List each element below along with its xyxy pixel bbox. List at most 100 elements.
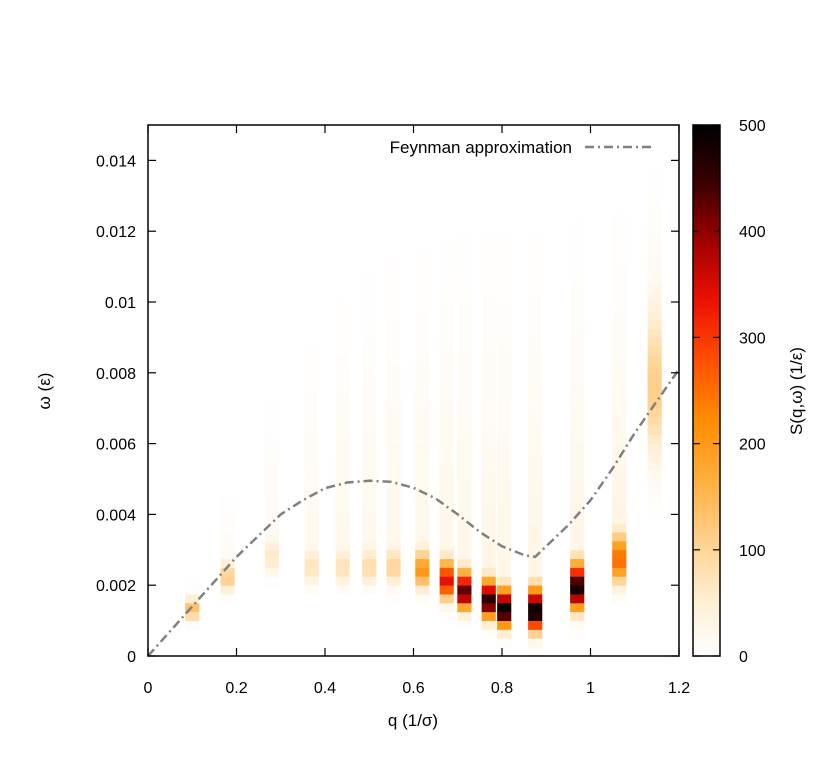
heatmap-cell bbox=[570, 523, 585, 533]
heatmap-cell bbox=[415, 523, 430, 533]
heatmap-column bbox=[647, 169, 662, 515]
heatmap-cell bbox=[415, 257, 430, 267]
heatmap-cell bbox=[570, 585, 585, 595]
heatmap-cell bbox=[304, 487, 319, 498]
heatmap-cell bbox=[497, 346, 512, 356]
heatmap-cell bbox=[439, 514, 454, 524]
heatmap-cell bbox=[497, 540, 512, 551]
heatmap-cell bbox=[386, 470, 401, 480]
heatmap-cell bbox=[647, 355, 662, 365]
heatmap-cell bbox=[457, 594, 472, 604]
heatmap-cell bbox=[415, 346, 430, 356]
heatmap-cell bbox=[362, 487, 377, 498]
heatmap-cell bbox=[647, 204, 662, 214]
heatmap-cell bbox=[612, 505, 627, 515]
heatmap-cell bbox=[481, 337, 496, 347]
heatmap-cell bbox=[386, 319, 401, 329]
heatmap-cell bbox=[647, 496, 662, 506]
heatmap-cell bbox=[335, 576, 350, 586]
heatmap-cell bbox=[457, 381, 472, 391]
heatmap-cell bbox=[304, 549, 319, 560]
heatmap-cell bbox=[220, 505, 235, 515]
colorbar bbox=[692, 124, 721, 657]
heatmap-cell bbox=[647, 186, 662, 197]
heatmap-cell bbox=[497, 479, 512, 489]
heatmap-cell bbox=[497, 231, 512, 241]
heatmap-cell bbox=[570, 479, 585, 489]
heatmap-cell bbox=[457, 408, 472, 418]
heatmap-cell bbox=[439, 594, 454, 604]
heatmap-cell bbox=[497, 496, 512, 506]
heatmap-cell bbox=[362, 417, 377, 427]
heatmap-cell bbox=[481, 390, 496, 400]
heatmap-cell bbox=[304, 399, 319, 409]
heatmap-cell bbox=[415, 594, 430, 604]
heatmap-cell bbox=[570, 487, 585, 498]
heatmap-cell bbox=[612, 461, 627, 471]
heatmap-cell bbox=[304, 461, 319, 471]
heatmap-cell bbox=[362, 443, 377, 453]
heatmap-cell bbox=[612, 222, 627, 232]
heatmap-cell bbox=[570, 231, 585, 241]
heatmap-cell bbox=[335, 417, 350, 427]
heatmap-cell bbox=[264, 487, 279, 498]
heatmap-cell bbox=[528, 479, 543, 489]
legend-label: Feynman approximation bbox=[390, 138, 572, 157]
y-axis-label: ω (ε) bbox=[35, 373, 54, 410]
heatmap-cell bbox=[415, 549, 430, 560]
heatmap-cell bbox=[570, 496, 585, 506]
heatmap-cell bbox=[457, 231, 472, 241]
heatmap-cell bbox=[335, 328, 350, 338]
heatmap-cell bbox=[570, 629, 585, 639]
heatmap-cell bbox=[570, 594, 585, 604]
heatmap-cell bbox=[335, 514, 350, 524]
heatmap-cell bbox=[570, 328, 585, 338]
heatmap-cell bbox=[647, 328, 662, 338]
heatmap-cell bbox=[497, 576, 512, 586]
heatmap-cell bbox=[386, 567, 401, 577]
heatmap-cell bbox=[528, 363, 543, 374]
heatmap-cell bbox=[264, 523, 279, 533]
heatmap-cell bbox=[612, 293, 627, 303]
heatmap-cell bbox=[220, 496, 235, 506]
heatmap-cell bbox=[647, 390, 662, 400]
heatmap-cell bbox=[570, 302, 585, 312]
heatmap-cell bbox=[528, 425, 543, 436]
heatmap-column bbox=[304, 346, 319, 595]
heatmap-cell bbox=[481, 629, 496, 639]
heatmap-cell bbox=[439, 266, 454, 276]
heatmap-cell bbox=[570, 443, 585, 453]
heatmap-cell bbox=[570, 346, 585, 356]
heatmap-cell bbox=[386, 443, 401, 453]
heatmap-cell bbox=[528, 372, 543, 383]
heatmap-cell bbox=[481, 452, 496, 462]
heatmap-cell bbox=[647, 231, 662, 241]
heatmap-cell bbox=[497, 293, 512, 303]
heatmap-column bbox=[415, 248, 430, 604]
heatmap-cell bbox=[481, 487, 496, 498]
heatmap-cell bbox=[415, 479, 430, 489]
heatmap-cell bbox=[647, 302, 662, 312]
heatmap-cell bbox=[362, 310, 377, 321]
heatmap-cell bbox=[415, 302, 430, 312]
heatmap-cell bbox=[264, 452, 279, 462]
heatmap-cell bbox=[386, 487, 401, 498]
heatmap-cell bbox=[481, 461, 496, 471]
heatmap-cell bbox=[612, 514, 627, 524]
heatmap-cell bbox=[439, 319, 454, 329]
heatmap-cell bbox=[528, 355, 543, 365]
heatmap-cell bbox=[497, 443, 512, 453]
heatmap-cell bbox=[647, 222, 662, 232]
heatmap-cell bbox=[497, 372, 512, 383]
heatmap-cell bbox=[528, 594, 543, 604]
heatmap-cell bbox=[362, 319, 377, 329]
heatmap-cell bbox=[362, 479, 377, 489]
heatmap-cell bbox=[220, 540, 235, 551]
heatmap-cell bbox=[386, 381, 401, 391]
heatmap-cell bbox=[439, 240, 454, 250]
heatmap-cell bbox=[570, 425, 585, 436]
heatmap-cell bbox=[457, 452, 472, 462]
heatmap-cell bbox=[647, 319, 662, 329]
heatmap-cell bbox=[220, 576, 235, 586]
